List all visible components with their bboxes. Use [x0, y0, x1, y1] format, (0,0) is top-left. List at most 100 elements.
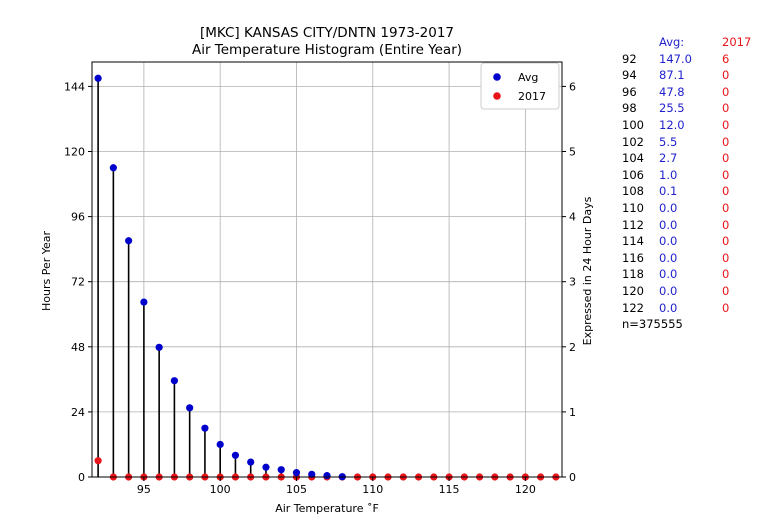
y-axis-right-title: Expressed in 24 Hour Days [581, 196, 594, 345]
table-row-year: 0 [722, 300, 730, 315]
y-tick-label: 48 [71, 341, 85, 354]
point-avg [186, 404, 194, 412]
table-row-temp: 120 [622, 283, 644, 298]
y-tick-label: 120 [64, 146, 85, 159]
table-row-avg: 0.0 [659, 283, 678, 298]
y-tick-label: 0 [78, 471, 85, 484]
grid-lines [92, 62, 562, 478]
table-row-avg: 12.0 [659, 117, 685, 132]
point-avg [94, 74, 102, 82]
table-row-year: 0 [722, 151, 730, 166]
table-row-avg: 25.5 [659, 101, 685, 116]
table-row-temp: 114 [622, 234, 644, 249]
table-row-avg: 147.0 [659, 51, 692, 66]
table-row-temp: 92 [622, 51, 637, 66]
table-row-year: 0 [722, 134, 730, 149]
point-avg [125, 237, 133, 245]
table-row-temp: 96 [622, 84, 637, 99]
table-row-avg: 0.0 [659, 267, 678, 282]
y-axis-title: Hours Per Year [40, 231, 53, 312]
y-tick-label: 96 [71, 211, 85, 224]
table-row-year: 0 [722, 217, 730, 232]
table-row-avg: 0.0 [659, 200, 678, 215]
y-right-tick-label: 1 [569, 406, 576, 419]
header-avg: Avg: [659, 35, 685, 49]
table-row-avg: 0.1 [659, 184, 678, 199]
point-2017 [94, 457, 102, 465]
table-row-temp: 116 [622, 250, 644, 265]
point-avg [308, 470, 316, 478]
table-row-year: 0 [722, 234, 730, 249]
table-row-avg: 0.0 [659, 217, 678, 232]
table-row-temp: 106 [622, 167, 644, 182]
point-avg [140, 298, 148, 306]
table-row-avg: 0.0 [659, 250, 678, 265]
point-avg [201, 424, 209, 432]
table-row-year: 6 [722, 51, 730, 66]
y-right-tick-label: 0 [569, 471, 576, 484]
x-tick-label: 115 [439, 483, 460, 496]
table-row-avg: 5.5 [659, 134, 678, 149]
axes: 95 100 105 110 115 120 0 24 48 72 96 120 144 0 1 2 3 4 5 6 [64, 61, 576, 496]
y-right-tick-label: 5 [569, 146, 576, 159]
table-row-temp: 122 [622, 300, 644, 315]
y-right-tick-label: 2 [569, 341, 576, 354]
table-row-year: 0 [722, 167, 730, 182]
table-row-avg: 1.0 [659, 167, 678, 182]
stem-lines [97, 78, 344, 477]
x-tick-label: 110 [362, 483, 383, 496]
chart-subtitle: Air Temperature Histogram (Entire Year) [192, 42, 462, 58]
point-avg [231, 451, 240, 459]
point-avg [170, 377, 179, 385]
y-tick-label: 72 [71, 276, 85, 289]
table-row-temp: 104 [622, 151, 644, 166]
table-row-avg: 2.7 [659, 151, 678, 166]
table-row-year: 0 [722, 68, 730, 83]
table-row-avg: 47.8 [659, 84, 685, 99]
point-avg [262, 463, 270, 471]
table-row-avg: 0.0 [659, 234, 678, 249]
y-tick-label: 24 [71, 406, 85, 419]
legend: Avg 2017 [480, 62, 560, 110]
table-row-year: 0 [722, 184, 730, 199]
table-row-temp: 94 [622, 68, 637, 83]
table-row-year: 0 [722, 117, 730, 132]
point-avg [109, 164, 117, 172]
table-row-temp: 98 [622, 101, 637, 116]
point-avg [247, 458, 255, 466]
x-tick-label: 120 [515, 483, 536, 496]
legend-avg-label: Avg [518, 71, 538, 84]
table-row-year: 0 [722, 250, 730, 265]
point-avg [292, 469, 301, 477]
table-row-temp: 102 [622, 134, 644, 149]
table-row-year: 0 [722, 200, 730, 215]
sample-count-text: n=375555 [622, 317, 683, 332]
point-avg [277, 466, 285, 474]
y-tick-label: 144 [64, 80, 85, 93]
plot-frame [91, 61, 563, 478]
table-row-year: 0 [722, 84, 730, 99]
x-tick-label: 105 [286, 483, 307, 496]
table-row-temp: 118 [622, 267, 644, 282]
point-avg [323, 472, 331, 480]
table-row-year: 0 [722, 101, 730, 116]
table-row-year: 0 [722, 267, 730, 282]
y-right-tick-label: 6 [569, 80, 576, 93]
x-axis-title: Air Temperature ˚F [275, 502, 379, 514]
x-tick-label: 100 [210, 483, 231, 496]
table-row-temp: 110 [622, 200, 644, 215]
legend-2017-label: 2017 [518, 90, 546, 103]
table-row-temp: 100 [622, 117, 644, 132]
legend-avg-marker [493, 73, 501, 81]
table-row-temp: 112 [622, 217, 644, 232]
table-row-temp: 108 [622, 184, 644, 199]
table-row-year: 0 [722, 283, 730, 298]
chart-title: [MKC] KANSAS CITY/DNTN 1973-2017 [200, 25, 454, 41]
point-avg [155, 343, 163, 351]
y-right-tick-label: 4 [569, 211, 576, 224]
point-avg [216, 440, 224, 449]
header-year: 2017 [722, 35, 752, 49]
legend-box [480, 62, 560, 110]
x-tick-label: 95 [137, 483, 151, 496]
